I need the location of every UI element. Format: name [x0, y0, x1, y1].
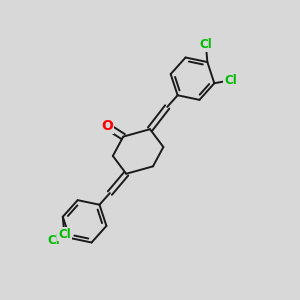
- Text: O: O: [101, 119, 113, 133]
- Text: Cl: Cl: [58, 227, 71, 241]
- Text: Cl: Cl: [224, 74, 237, 87]
- Text: Cl: Cl: [200, 38, 212, 51]
- Text: Cl: Cl: [47, 234, 60, 248]
